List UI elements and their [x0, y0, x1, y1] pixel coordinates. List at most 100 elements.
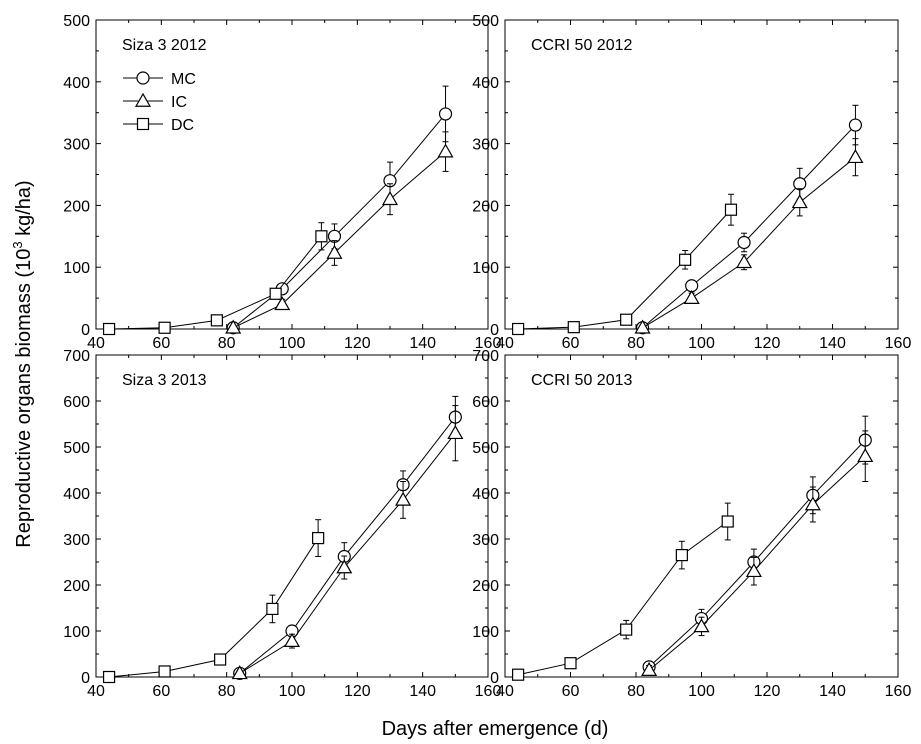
panel-title: CCRI 50 2013 — [531, 372, 632, 389]
x-tick-label: 160 — [475, 683, 502, 700]
data-point — [225, 319, 242, 334]
data-point — [620, 313, 633, 326]
data-point — [567, 321, 580, 334]
x-tick-label: 100 — [688, 683, 715, 700]
data-point — [437, 143, 454, 158]
x-tick-label: 120 — [754, 335, 781, 352]
panel-title: CCRI 50 2012 — [531, 37, 632, 54]
x-tick-label: 160 — [885, 683, 912, 700]
data-point — [847, 148, 864, 164]
data-point — [736, 254, 753, 269]
series-dc — [102, 222, 328, 336]
data-point — [620, 623, 633, 636]
x-tick-label: 140 — [819, 335, 846, 352]
x-tick-label: 60 — [152, 335, 170, 352]
data-point — [210, 314, 223, 327]
panel-4: 40 60 80 100 120 140 1600100200300400500600700… — [472, 348, 911, 700]
legend-marker — [134, 92, 152, 107]
data-point — [231, 665, 248, 680]
data-point — [693, 618, 710, 633]
x-tick-label: 120 — [344, 335, 371, 352]
data-point — [721, 515, 734, 528]
data-point — [511, 668, 525, 681]
data-point — [641, 661, 658, 676]
x-tick-label: 140 — [409, 335, 436, 352]
series-mc — [635, 104, 863, 335]
series-mc — [642, 415, 872, 674]
y-tick-label: 0 — [490, 322, 499, 339]
x-tick-label: 40 — [496, 335, 514, 352]
y-tick-label: 300 — [472, 137, 499, 154]
x-tick-label: 140 — [409, 683, 436, 700]
series-ic — [634, 138, 864, 334]
x-tick-label: 100 — [279, 683, 306, 700]
data-point — [266, 602, 279, 616]
series-ic — [225, 131, 454, 334]
data-point — [283, 632, 301, 647]
y-tick-label: 0 — [81, 670, 90, 687]
data-point — [848, 118, 863, 132]
y-tick-label: 300 — [472, 532, 499, 549]
legend-label: IC — [171, 94, 187, 111]
x-tick-label: 100 — [279, 335, 306, 352]
data-point — [804, 496, 821, 511]
data-point — [447, 424, 464, 440]
y-tick-label: 600 — [472, 394, 499, 411]
x-tick-label: 60 — [152, 683, 170, 700]
data-point — [683, 289, 700, 304]
y-axis-label-superscript: 3 — [10, 241, 25, 248]
x-axis-label: Days after emergence (d) — [382, 718, 609, 740]
x-tick-label: 60 — [562, 335, 580, 352]
series-dc — [102, 519, 325, 684]
panel-title: Siza 3 2013 — [122, 372, 207, 389]
series-line — [232, 113, 446, 329]
y-tick-label: 500 — [472, 13, 499, 30]
x-tick-label: 80 — [218, 683, 236, 700]
series-line — [109, 537, 319, 678]
series-ic — [231, 405, 464, 680]
series-line — [239, 416, 456, 674]
series-ic — [641, 430, 874, 676]
y-tick-label: 300 — [63, 137, 90, 154]
legend-label: DC — [171, 117, 194, 134]
data-point — [102, 670, 116, 684]
y-tick-label: 500 — [63, 13, 90, 30]
data-point — [395, 491, 412, 506]
y-tick-label: 100 — [63, 624, 90, 641]
legend-marker — [136, 71, 150, 85]
x-tick-label: 120 — [344, 683, 371, 700]
series-line — [517, 521, 728, 676]
plot-frame — [504, 19, 899, 330]
x-tick-label: 40 — [496, 683, 514, 700]
data-point — [737, 235, 751, 250]
y-tick-label: 100 — [63, 260, 90, 277]
x-tick-label: 160 — [885, 335, 912, 352]
y-tick-label: 600 — [63, 394, 90, 411]
data-point — [269, 287, 282, 300]
x-tick-label: 40 — [87, 335, 105, 352]
panel-title: Siza 3 2012 — [122, 37, 207, 54]
series-dc — [511, 502, 734, 681]
legend: MC IC DC — [123, 71, 196, 134]
y-axis-label: Reproductive organs biomass (103 kg/ha) — [10, 180, 35, 547]
y-tick-label: 400 — [472, 486, 499, 503]
y-tick-label: 300 — [63, 532, 90, 549]
y-tick-label: 500 — [472, 440, 499, 457]
x-tick-label: 60 — [562, 683, 580, 700]
x-tick-label: 40 — [87, 683, 105, 700]
data-point — [745, 562, 762, 578]
y-tick-label: 100 — [472, 260, 499, 277]
series-mc — [233, 395, 462, 680]
legend-marker — [136, 117, 150, 131]
y-tick-label: 700 — [472, 348, 499, 365]
y-tick-label: 500 — [63, 440, 90, 457]
data-point — [791, 194, 808, 209]
data-point — [158, 321, 171, 334]
y-tick-label: 700 — [63, 348, 90, 365]
x-tick-label: 80 — [627, 335, 645, 352]
data-point — [214, 653, 227, 666]
y-axis-label-main: Reproductive organs biomass (10 — [13, 249, 35, 548]
y-tick-label: 400 — [472, 75, 499, 92]
data-point — [158, 665, 171, 678]
